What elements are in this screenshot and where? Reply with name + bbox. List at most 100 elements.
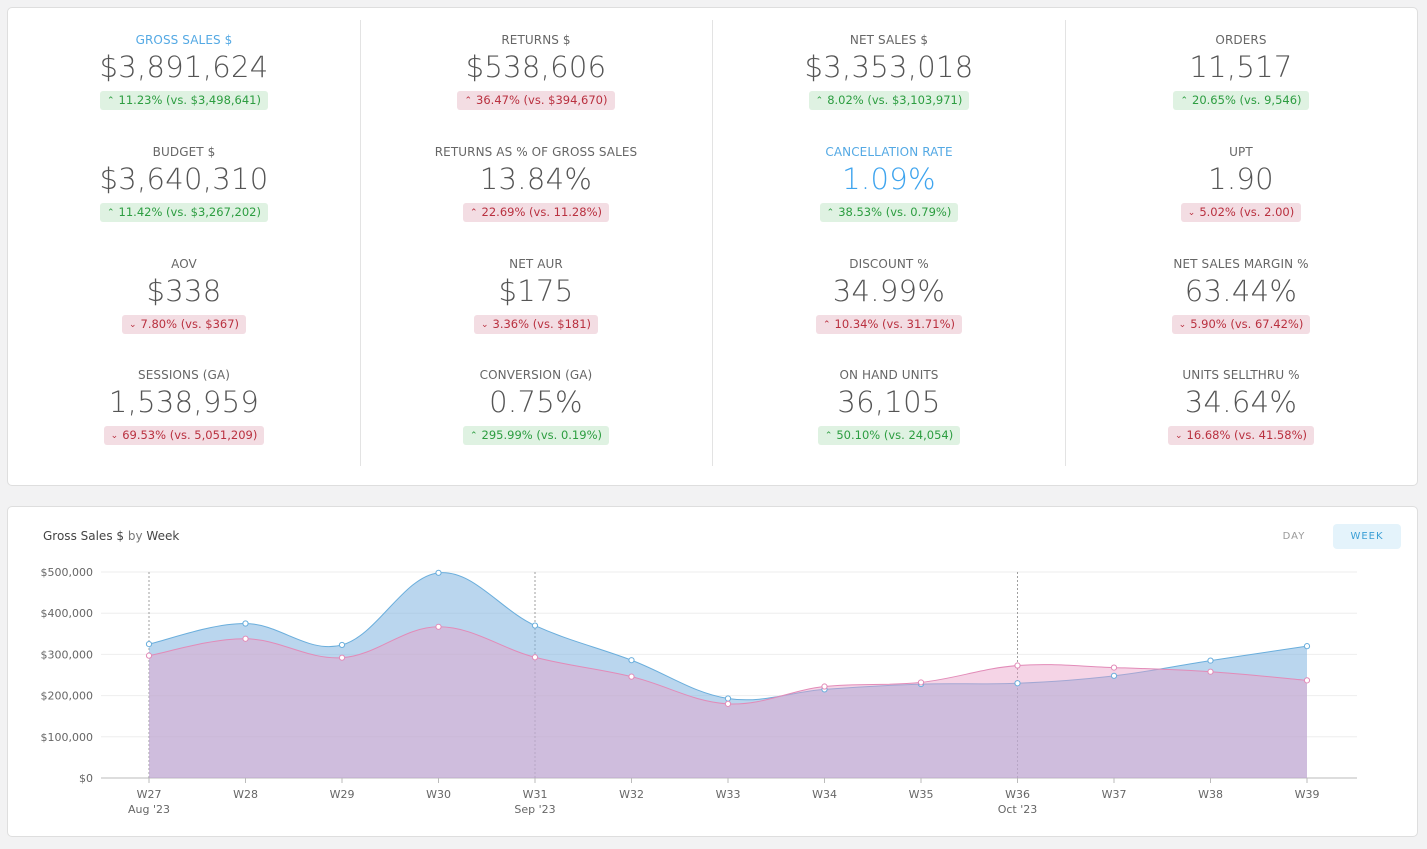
kpi-tile[interactable]: GROSS SALES $ $3,891,624 ⌃ 11.23% (vs. $3,4… [8,32,360,110]
data-point [435,623,442,630]
kpi-delta-badge: ⌄ 16.68% (vs. 41.58%) [1168,426,1314,445]
data-point [242,620,249,627]
data-point [1014,662,1021,669]
kpi-value: 34.99% [832,274,946,308]
kpi-label: NET SALES $ [849,33,929,47]
x-tick-label: W38 [1198,788,1223,801]
data-point [628,673,635,680]
kpi-delta-badge: ⌃ 20.65% (vs. 9,546) [1173,91,1309,110]
gross-sales-area-chart: $0 $100,000 $200,000 $300,000 $400,000 $500,0… [41,566,1357,816]
series-area [149,626,1307,778]
x-tick-label: W37 [1102,788,1127,801]
y-tick-label: $100,000 [41,731,94,744]
chevron-down-icon: ⌄ [1187,208,1196,218]
kpi-tile[interactable]: ORDERS 11,517 ⌃ 20.65% (vs. 9,546) [1065,32,1417,110]
chevron-down-icon: ⌄ [128,320,137,330]
x-tick-label: W29 [330,788,355,801]
data-point [1303,677,1311,684]
chevron-up-icon: ⌃ [470,431,478,441]
x-month-label: Sep '23 [514,803,555,816]
data-point [145,641,153,648]
kpi-delta-text: 50.10% (vs. 24,054) [836,428,954,442]
chevron-down-icon: ⌄ [1175,431,1183,441]
kpi-tile[interactable]: NET SALES MARGIN % 63.44% ⌄ 5.90% (vs. 67.4… [1065,256,1417,334]
kpi-tile[interactable]: SESSIONS (GA) 1,538,959 ⌄ 69.53% (vs. 5,051… [8,367,360,445]
kpi-label: UPT [1229,145,1253,159]
kpi-column: RETURNS $ $538,606 ⌃ 36.47% (vs. $394,670) R… [360,20,713,466]
kpi-tile[interactable]: CONVERSION (GA) 0.75% ⌃ 295.99% (vs. 0.19%) [360,367,712,445]
kpi-delta-text: 5.90% (vs. 67.42%) [1190,317,1304,331]
kpi-delta-badge: ⌄ 3.36% (vs. $181) [473,315,599,334]
kpi-label: DISCOUNT % [849,257,929,271]
y-tick-label: $300,000 [41,648,94,661]
y-tick-label: $200,000 [41,690,94,703]
data-point [338,641,346,649]
kpi-tile[interactable]: UPT 1.90 ⌄ 5.02% (vs. 2.00) [1065,144,1417,222]
kpi-value: $3,891,624 [99,50,269,84]
x-tick-label: W32 [619,788,644,801]
data-point [338,654,346,661]
day-toggle-button[interactable]: DAY [1282,531,1306,542]
kpi-value: 1.09% [842,162,936,196]
kpi-delta-badge: ⌃ 10.34% (vs. 31.71%) [816,315,962,334]
kpi-delta-text: 20.65% (vs. 9,546) [1192,93,1302,107]
kpi-value: $175 [498,274,574,308]
y-tick-label: $400,000 [41,607,94,620]
x-tick-label: W30 [426,788,451,801]
kpi-value: 1,538,959 [108,385,260,419]
kpi-column: GROSS SALES $ $3,891,624 ⌃ 11.23% (vs. $3,4… [8,20,361,466]
kpi-value: $538,606 [465,50,607,84]
kpi-value: $338 [146,274,222,308]
chart-title-metric: Gross Sales $ [43,529,125,543]
kpi-tile[interactable]: RETURNS AS % OF GROSS SALES 13.84% ⌃ 22.69%… [360,144,712,222]
kpi-delta-text: 10.34% (vs. 31.71%) [834,317,955,331]
kpi-delta-text: 8.02% (vs. $3,103,971) [827,93,963,107]
chevron-up-icon: ⌃ [464,96,473,106]
kpi-value: 36,105 [837,385,941,419]
kpi-label: RETURNS AS % OF GROSS SALES [434,145,638,159]
kpi-tile[interactable]: BUDGET $ $3,640,310 ⌃ 11.42% (vs. $3,267,20… [8,144,360,222]
data-point [145,652,153,659]
chevron-up-icon: ⌃ [107,208,115,218]
kpi-delta-text: 38.53% (vs. 0.79%) [838,205,952,219]
kpi-delta-badge: ⌄ 7.80% (vs. $367) [121,315,247,334]
chevron-up-icon: ⌃ [470,208,478,218]
kpi-delta-text: 11.42% (vs. $3,267,202) [118,205,261,219]
x-tick-label: W31 [523,788,548,801]
kpi-label: CONVERSION (GA) [479,368,593,382]
x-tick-label: W39 [1295,788,1320,801]
data-point [1207,668,1214,675]
kpi-value: 0.75% [489,385,583,419]
data-point [531,654,539,661]
chevron-up-icon: ⌃ [1180,96,1189,106]
kpi-tile[interactable]: NET AUR $175 ⌄ 3.36% (vs. $181) [360,256,712,334]
chart-title-by: by [127,529,143,543]
kpi-value: 34.64% [1184,385,1298,419]
kpi-tile[interactable]: RETURNS $ $538,606 ⌃ 36.47% (vs. $394,670) [360,32,712,110]
kpi-label: NET SALES MARGIN % [1173,257,1309,271]
kpi-tile[interactable]: ON HAND UNITS 36,105 ⌃ 50.10% (vs. 24,054) [713,367,1065,445]
kpi-delta-badge: ⌄ 5.90% (vs. 67.42%) [1171,315,1311,334]
kpi-tile[interactable]: AOV $338 ⌄ 7.80% (vs. $367) [8,256,360,334]
data-point [435,569,442,576]
data-point [1303,643,1311,650]
chart-title-dimension: Week [146,529,180,543]
chevron-down-icon: ⌄ [110,431,119,441]
kpi-delta-text: 69.53% (vs. 5,051,209) [122,428,258,442]
data-point [1110,672,1118,679]
kpi-tile[interactable]: NET SALES $ $3,353,018 ⌃ 8.02% (vs. $3,103,… [713,32,1065,110]
kpi-label: AOV [171,257,197,271]
data-point [242,635,249,642]
kpi-label: ORDERS [1215,33,1267,47]
data-point [1207,657,1214,664]
week-toggle-button[interactable]: WEEK [1333,524,1401,549]
kpi-tile[interactable]: CANCELLATION RATE 1.09% ⌃ 38.53% (vs. 0.79%… [713,144,1065,222]
kpi-tile[interactable]: UNITS SELLTHRU % 34.64% ⌄ 16.68% (vs. 41.58… [1065,367,1417,445]
data-point [821,683,828,690]
kpi-tile[interactable]: DISCOUNT % 34.99% ⌃ 10.34% (vs. 31.71%) [713,256,1065,334]
kpi-delta-text: 3.36% (vs. $181) [492,317,592,331]
chart-title: Gross Sales $ by Week [43,529,179,543]
x-month-label: Oct '23 [998,803,1038,816]
kpi-label: SESSIONS (GA) [138,368,230,382]
chart-panel: Gross Sales $ by Week DAY WEEK $0 $100,00… [7,506,1418,837]
